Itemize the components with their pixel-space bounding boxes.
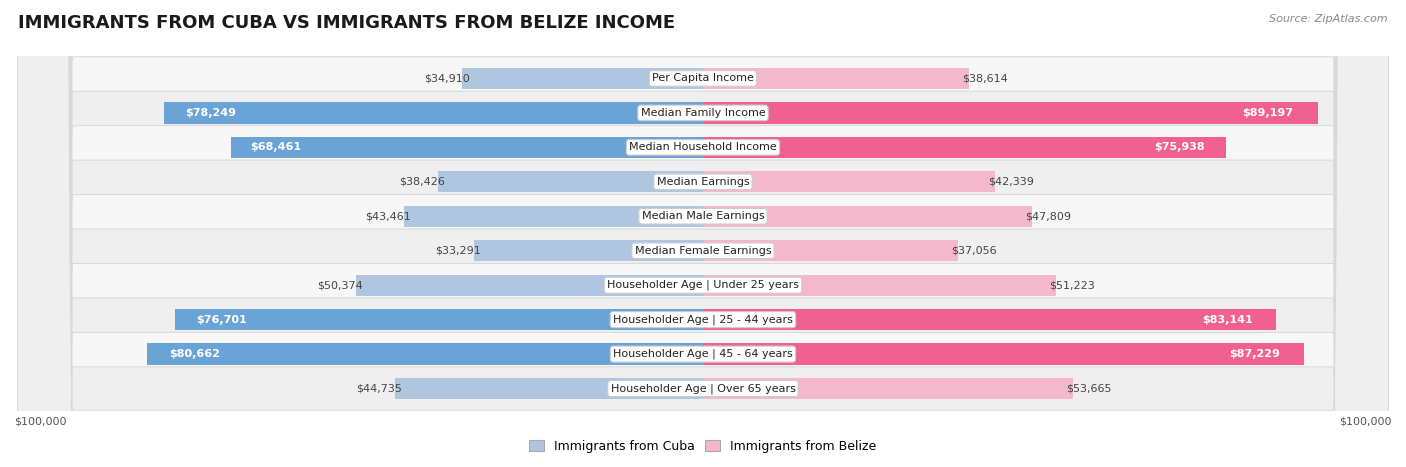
Bar	[474, 240, 703, 262]
Text: Householder Age | Under 25 years: Householder Age | Under 25 years	[607, 280, 799, 290]
FancyBboxPatch shape	[17, 0, 1389, 467]
Text: Median Household Income: Median Household Income	[628, 142, 778, 152]
Text: Median Female Earnings: Median Female Earnings	[634, 246, 772, 256]
FancyBboxPatch shape	[17, 0, 1389, 467]
Text: $89,197: $89,197	[1241, 108, 1294, 118]
FancyBboxPatch shape	[17, 0, 1389, 467]
Text: Per Capita Income: Per Capita Income	[652, 73, 754, 84]
Bar	[703, 240, 959, 262]
Text: $38,426: $38,426	[399, 177, 446, 187]
Text: Householder Age | 45 - 64 years: Householder Age | 45 - 64 years	[613, 349, 793, 359]
Bar	[703, 68, 969, 89]
Text: $51,223: $51,223	[1049, 280, 1095, 290]
Text: Householder Age | 25 - 44 years: Householder Age | 25 - 44 years	[613, 314, 793, 325]
Text: $33,291: $33,291	[434, 246, 481, 256]
Bar	[232, 137, 703, 158]
Bar	[703, 205, 1032, 227]
Bar	[395, 378, 703, 399]
Text: $100,000: $100,000	[1340, 416, 1392, 426]
Bar	[703, 378, 1073, 399]
Text: $43,461: $43,461	[364, 211, 411, 221]
Text: $68,461: $68,461	[250, 142, 301, 152]
Bar	[703, 309, 1275, 330]
Bar	[404, 205, 703, 227]
Text: $87,229: $87,229	[1229, 349, 1279, 359]
Bar	[165, 102, 703, 124]
Text: $34,910: $34,910	[423, 73, 470, 84]
Text: $38,614: $38,614	[962, 73, 1008, 84]
Text: $53,665: $53,665	[1066, 383, 1111, 394]
Text: IMMIGRANTS FROM CUBA VS IMMIGRANTS FROM BELIZE INCOME: IMMIGRANTS FROM CUBA VS IMMIGRANTS FROM …	[18, 14, 675, 32]
Text: $37,056: $37,056	[952, 246, 997, 256]
Bar	[703, 343, 1303, 365]
Text: $75,938: $75,938	[1154, 142, 1205, 152]
Text: $78,249: $78,249	[186, 108, 236, 118]
Text: $80,662: $80,662	[170, 349, 221, 359]
FancyBboxPatch shape	[17, 0, 1389, 467]
Text: $76,701: $76,701	[195, 315, 246, 325]
Bar	[356, 275, 703, 296]
Legend: Immigrants from Cuba, Immigrants from Belize: Immigrants from Cuba, Immigrants from Be…	[524, 435, 882, 458]
Bar	[439, 171, 703, 192]
Bar	[148, 343, 703, 365]
Bar	[174, 309, 703, 330]
Text: $100,000: $100,000	[14, 416, 66, 426]
FancyBboxPatch shape	[17, 0, 1389, 467]
Text: Median Earnings: Median Earnings	[657, 177, 749, 187]
Text: Householder Age | Over 65 years: Householder Age | Over 65 years	[610, 383, 796, 394]
Bar	[703, 171, 994, 192]
Text: $47,809: $47,809	[1025, 211, 1071, 221]
Text: $42,339: $42,339	[988, 177, 1033, 187]
Bar	[463, 68, 703, 89]
Bar	[703, 275, 1056, 296]
Text: Median Male Earnings: Median Male Earnings	[641, 211, 765, 221]
Text: $83,141: $83,141	[1202, 315, 1253, 325]
Text: Source: ZipAtlas.com: Source: ZipAtlas.com	[1270, 14, 1388, 24]
FancyBboxPatch shape	[17, 0, 1389, 467]
Bar	[703, 102, 1317, 124]
Bar	[703, 137, 1226, 158]
FancyBboxPatch shape	[17, 0, 1389, 467]
FancyBboxPatch shape	[17, 0, 1389, 467]
Text: $44,735: $44,735	[356, 383, 402, 394]
Text: Median Family Income: Median Family Income	[641, 108, 765, 118]
Text: $50,374: $50,374	[318, 280, 363, 290]
FancyBboxPatch shape	[17, 0, 1389, 467]
FancyBboxPatch shape	[17, 0, 1389, 467]
